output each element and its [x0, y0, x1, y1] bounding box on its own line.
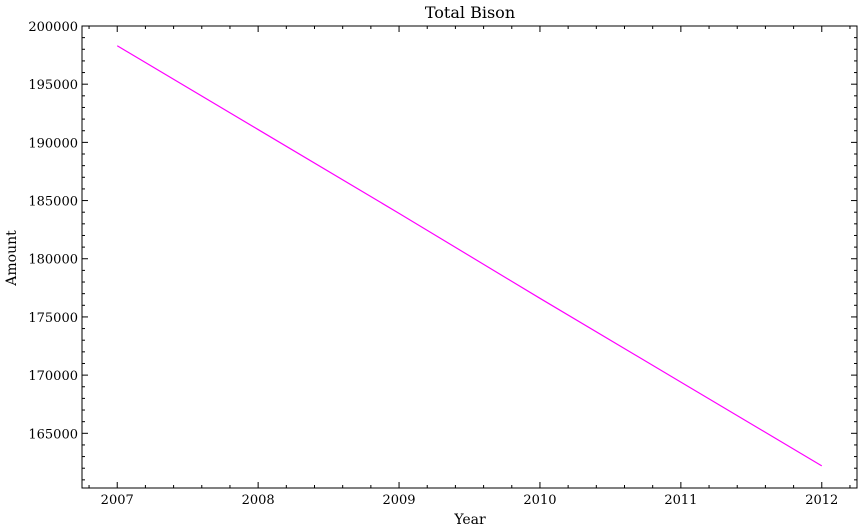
- x-tick-label: 2009: [382, 493, 415, 508]
- x-tick-label: 2010: [523, 493, 556, 508]
- y-tick-label: 170000: [28, 369, 78, 384]
- y-tick-label: 185000: [28, 195, 78, 210]
- plot-frame: [81, 25, 858, 489]
- series-line-0: [116, 45, 823, 467]
- x-tick-label: 2011: [664, 493, 697, 508]
- y-tick-label: 200000: [28, 20, 78, 35]
- x-tick-label: 2012: [805, 493, 838, 508]
- y-axis-label: Amount: [4, 230, 20, 287]
- x-tick-label: 2008: [242, 493, 275, 508]
- chart-title: Total Bison: [425, 3, 515, 22]
- x-tick-label: 2007: [101, 493, 134, 508]
- y-tick-label: 175000: [28, 311, 78, 326]
- y-tick-label: 180000: [28, 253, 78, 268]
- x-axis-label: Year: [453, 512, 486, 528]
- y-tick-label: 195000: [28, 78, 78, 93]
- y-tick-label: 165000: [28, 427, 78, 442]
- plot-area: 2007 2008 2009 2010 2011 2012 165000 170000 1750…: [28, 20, 858, 508]
- y-tick-label: 190000: [28, 136, 78, 151]
